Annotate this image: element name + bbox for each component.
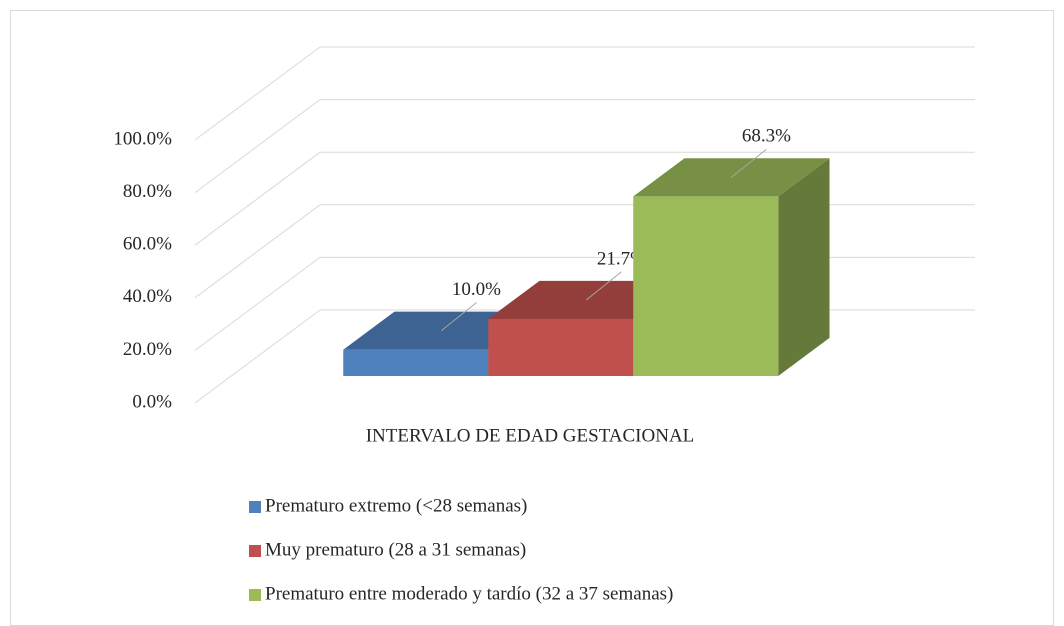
data-label: 68.3% [742, 126, 791, 147]
leader-line [586, 271, 622, 301]
y-tick-label: 60.0% [123, 234, 172, 255]
x-axis-category: INTERVALO DE EDAD GESTACIONAL [366, 425, 695, 446]
y-tick-label: 0.0% [132, 391, 172, 412]
bar-side [778, 158, 830, 377]
legend-label: Prematuro extremo (<28 semanas) [265, 495, 527, 516]
bar-front [633, 196, 779, 377]
grid-line [194, 256, 321, 351]
legend-label: Muy prematuro (28 a 31 semanas) [265, 539, 526, 560]
grid-line [194, 151, 321, 246]
leader-line [731, 148, 767, 178]
leader-line [441, 302, 477, 332]
bar-front [343, 349, 489, 377]
data-label: 10.0% [452, 279, 501, 300]
bar-front [488, 318, 634, 377]
legend-swatch [249, 589, 261, 601]
grid-line [194, 309, 321, 404]
legend-label: Prematuro entre moderado y tardío (32 a … [265, 583, 673, 604]
y-tick-label: 40.0% [123, 286, 172, 307]
grid-line [194, 46, 321, 141]
grid-line [194, 99, 321, 194]
legend-swatch [249, 545, 261, 557]
legend-swatch [249, 501, 261, 513]
y-tick-label: 80.0% [123, 181, 172, 202]
y-tick-label: 20.0% [123, 339, 172, 360]
y-tick-label: 100.0% [113, 128, 172, 149]
grid-line [194, 204, 321, 299]
